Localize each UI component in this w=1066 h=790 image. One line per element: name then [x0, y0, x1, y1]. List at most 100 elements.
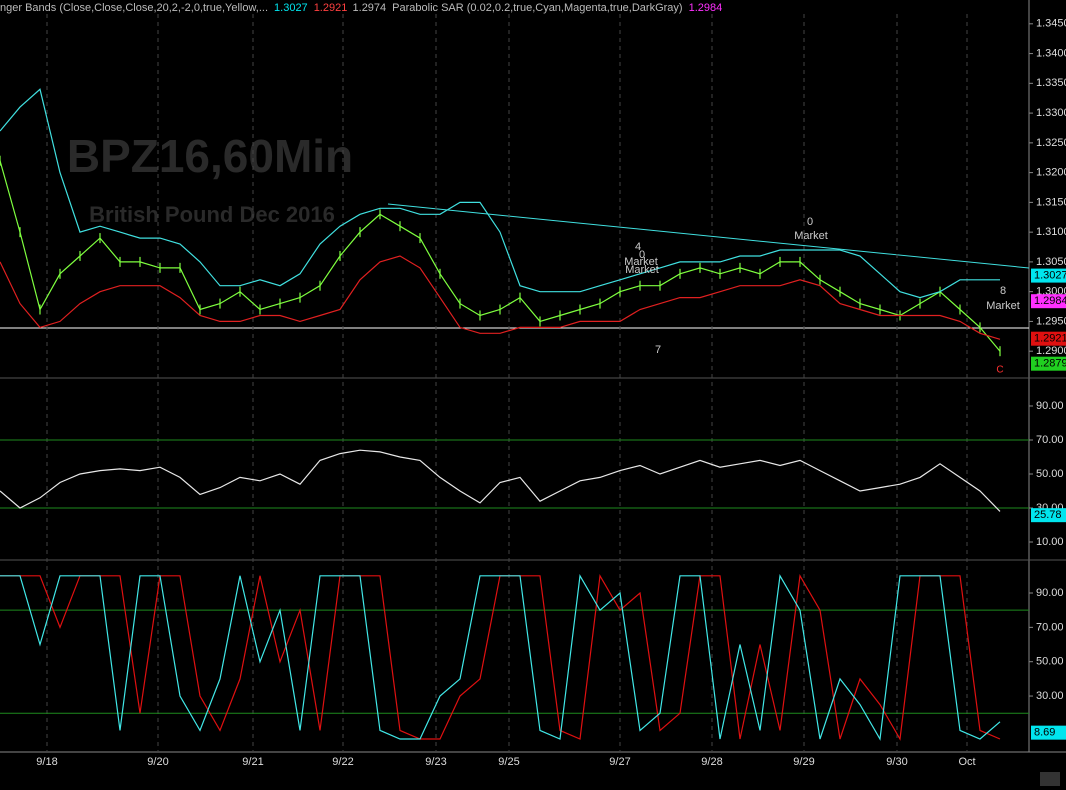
y-tick-label: 70.00 [1036, 434, 1064, 446]
price-bar [359, 227, 361, 238]
price-bar [799, 256, 801, 267]
time-label: 9/23 [425, 756, 446, 768]
price-bar [379, 209, 381, 220]
study: Parabolic SAR (0.02,0.2,true,Cyan,Magent… [392, 2, 682, 14]
price-bar [439, 268, 441, 279]
value: 1.3027 [274, 2, 308, 14]
annotation: 7 [655, 344, 661, 356]
price-bar [859, 298, 861, 309]
series-line [0, 88, 1000, 299]
price-bar [839, 286, 841, 297]
trendline [387, 203, 1030, 269]
value: 1.2974 [353, 2, 387, 14]
time-label: 9/27 [609, 756, 630, 768]
price-bar [739, 262, 741, 273]
price-bar [479, 310, 481, 321]
y-tick-label: 1.2900 [1036, 345, 1066, 357]
watermark-name: British Pound Dec 2016 [89, 202, 335, 227]
price-bar [599, 298, 601, 309]
header: nger Bands (Close,Close,Close,20,2,-2,0,… [0, 2, 722, 14]
annotation: C [996, 365, 1003, 376]
series-line [0, 255, 1001, 340]
y-tick-label: 1.3300 [1036, 107, 1066, 119]
value: 1.2921 [314, 2, 348, 14]
price-bar [339, 250, 341, 261]
watermark-symbol: BPZ16,60Min [67, 130, 353, 182]
price-bar [459, 298, 461, 309]
series-line [0, 449, 1001, 512]
annotation: Market [986, 300, 1020, 312]
price-bar [199, 304, 201, 315]
annotation: Market [794, 230, 828, 242]
time-label: Oct [958, 756, 975, 768]
y-tick-label: 1.3450 [1036, 18, 1066, 30]
price-tag [1031, 508, 1066, 523]
price-tag-label: 8.69 [1034, 727, 1055, 739]
price-bar [119, 256, 121, 267]
time-label: 9/21 [242, 756, 263, 768]
annotation: 4 [635, 241, 641, 253]
price-bar [879, 304, 881, 315]
price-tag [1031, 725, 1066, 740]
y-tick-label: 90.00 [1036, 587, 1064, 599]
price-bar [699, 262, 701, 273]
price-bar [539, 316, 541, 327]
y-tick-label: 1.3150 [1036, 196, 1066, 208]
price-bar [39, 304, 41, 315]
y-tick-label: 1.3200 [1036, 167, 1066, 179]
time-label: 9/30 [886, 756, 907, 768]
price-bar [139, 256, 141, 267]
annotation: 8 [1000, 285, 1006, 297]
y-tick-label: 10.00 [1036, 536, 1064, 548]
scroll-button[interactable] [1040, 772, 1060, 786]
y-tick-label: 1.3050 [1036, 256, 1066, 268]
price-bar [99, 233, 101, 244]
price-bar [219, 298, 221, 309]
time-label: 9/20 [147, 756, 168, 768]
y-tick-label: 50.00 [1036, 468, 1064, 480]
price-bar [59, 268, 61, 279]
y-tick-label: 1.3100 [1036, 226, 1066, 238]
price-bar [719, 268, 721, 279]
price-bar [319, 280, 321, 291]
price-tag-label: 1.3027 [1034, 270, 1066, 282]
time-label: 9/18 [36, 756, 57, 768]
y-tick-label: 1.2950 [1036, 315, 1066, 327]
price-tag [1031, 268, 1066, 283]
annotation: 0 [639, 249, 645, 261]
price-bar [79, 250, 81, 261]
price-tag-label: 1.2921 [1034, 333, 1066, 345]
annotation: Market [625, 264, 659, 276]
value: 1.2984 [689, 2, 723, 14]
price-bar [279, 298, 281, 309]
price-bar [659, 280, 661, 291]
study: nger Bands (Close,Close,Close,20,2,-2,0,… [0, 2, 268, 14]
y-tick-label: 1.3350 [1036, 77, 1066, 89]
annotation: Market [624, 256, 658, 268]
price-tag [1031, 356, 1066, 371]
price-bar [919, 298, 921, 309]
series-line [0, 573, 1001, 741]
price-bar [259, 304, 261, 315]
price-bar [999, 346, 1001, 357]
price-bar [0, 155, 1, 166]
time-label: 9/28 [701, 756, 722, 768]
price-tag [1031, 294, 1066, 309]
y-tick-label: 30.00 [1036, 690, 1064, 702]
price-bar [959, 304, 961, 315]
y-tick-label: 90.00 [1036, 400, 1064, 412]
price-bar [819, 274, 821, 285]
price-bar [499, 304, 501, 315]
price-bar [639, 280, 641, 291]
annotation: 0 [807, 216, 813, 228]
price-bar [579, 304, 581, 315]
price-bar [399, 221, 401, 232]
y-tick-label: 1.3400 [1036, 47, 1066, 59]
price-bar [419, 233, 421, 244]
price-bar [19, 227, 21, 238]
price-tag-label: 25.78 [1034, 509, 1062, 521]
price-bar [559, 310, 561, 321]
